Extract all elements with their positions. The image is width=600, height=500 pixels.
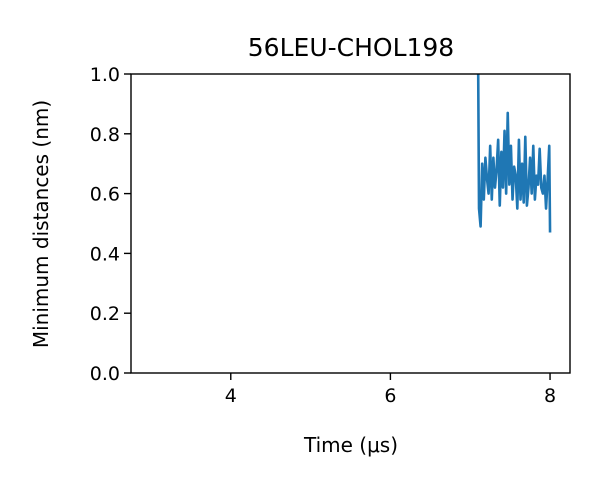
y-tick-label: 0.4 [90, 243, 120, 265]
plot-data-layer [476, 73, 552, 233]
chart-title: 56LEU-CHOL198 [248, 33, 454, 62]
y-tick-label: 0.0 [90, 363, 120, 385]
y-tick-label: 1.0 [90, 64, 120, 86]
series-line-0 [476, 73, 552, 233]
y-tick-label: 0.8 [90, 124, 120, 146]
x-axis-ticks: 4 6 8 [225, 373, 556, 407]
x-tick-label: 6 [384, 385, 396, 407]
y-axis-ticks: 0.0 0.2 0.4 0.6 0.8 1.0 [90, 64, 131, 385]
plot-frame [130, 73, 571, 374]
y-tick-label: 0.2 [90, 303, 120, 325]
y-tick-label: 0.6 [90, 184, 120, 206]
x-axis-label: Time (μs) [303, 433, 398, 457]
y-axis-label: Minimum distances (nm) [29, 100, 53, 348]
x-tick-label: 4 [225, 385, 237, 407]
x-tick-label: 8 [544, 385, 556, 407]
